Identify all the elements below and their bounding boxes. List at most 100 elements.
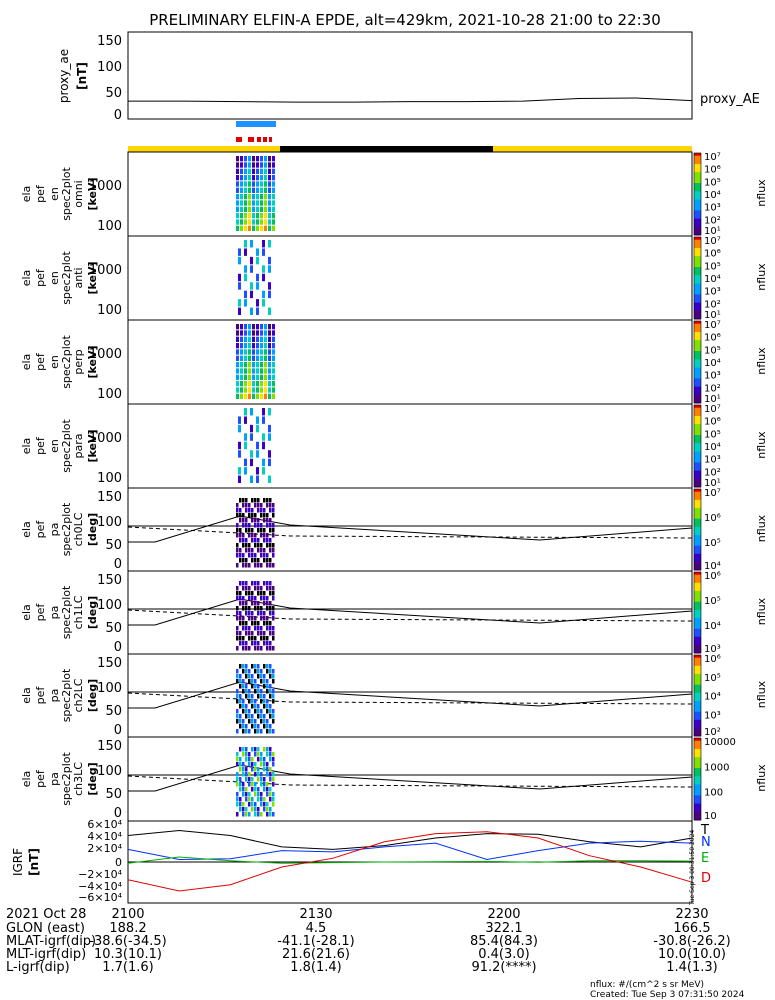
spectrogram-cell — [250, 282, 253, 290]
sunlight-bar — [493, 146, 692, 152]
pa-spectrogram-cell — [242, 684, 245, 689]
spectrogram-cell — [252, 213, 255, 219]
spectrogram-cell — [240, 168, 243, 174]
pa-spectrogram-cell — [251, 518, 254, 523]
spectrogram-cell — [236, 343, 239, 349]
pa-spectrogram-cell — [260, 523, 263, 528]
pa-spectrogram-cell — [245, 777, 248, 782]
pa-spectrogram-cell — [263, 601, 266, 606]
pa-spectrogram-cell — [263, 528, 266, 533]
pa-spectrogram-cell — [251, 787, 254, 792]
spectrogram-cell — [240, 181, 243, 187]
pa-spectrogram-cell — [254, 724, 257, 729]
spectrogram-cell — [256, 194, 259, 200]
energy-tick: 100 — [97, 471, 122, 486]
colorbar-tick: 10³ — [704, 203, 721, 214]
pa-spectrogram-cell — [248, 679, 251, 684]
spectrogram-cell — [272, 156, 275, 162]
pa-spectrogram-cell — [242, 664, 245, 669]
pa-spectrogram-cell — [272, 782, 275, 787]
spectrogram-cell — [272, 206, 275, 212]
panel-ylabel: ela — [20, 521, 33, 538]
pa-tick: 100 — [97, 764, 122, 779]
spectrogram-cell — [272, 355, 275, 361]
spectrogram-cell — [248, 343, 251, 349]
pa-spectrogram-cell — [254, 558, 257, 563]
pa-spectrogram-cell — [263, 641, 266, 646]
pa-spectrogram-cell — [266, 679, 269, 684]
spectrogram-cell — [250, 450, 253, 458]
pa-spectrogram-cell — [248, 543, 251, 548]
pa-spectrogram-cell — [236, 606, 239, 611]
spectrogram-cell — [244, 467, 247, 475]
pa-spectrogram-cell — [266, 543, 269, 548]
pa-spectrogram-cell — [263, 621, 266, 626]
pa-spectrogram-cell — [272, 757, 275, 762]
spectrogram-cell — [264, 362, 267, 368]
pa-spectrogram-cell — [245, 601, 248, 606]
pa-spectrogram-cell — [242, 533, 245, 538]
panel-ylabel: [keV] — [86, 345, 99, 378]
colorbar-tick: 10⁶ — [704, 249, 721, 260]
spectrogram-cell — [264, 324, 267, 330]
time-tick: 2200 — [487, 907, 520, 922]
pitch-angle-spectrogram-panel: ela pef pa spec2plot ch3LC [deg] 150 100 50 0 — [20, 736, 693, 822]
pa-spectrogram-cell — [245, 631, 248, 636]
pa-spectrogram-cell — [254, 563, 257, 568]
spectrogram-cell — [252, 200, 255, 206]
pa-spectrogram-cell — [245, 543, 248, 548]
spectrogram-cell — [256, 187, 259, 193]
pa-spectrogram-cell — [260, 699, 263, 704]
spectrogram-cell — [236, 200, 239, 206]
pa-spectrogram-cell — [266, 523, 269, 528]
spectrogram-cell — [236, 362, 239, 368]
spectrogram-cell — [248, 181, 251, 187]
pa-spectrogram-cell — [263, 679, 266, 684]
spectrogram-cell — [236, 374, 239, 380]
energy-tick: 100 — [97, 219, 122, 234]
spectrogram-cell — [260, 330, 263, 336]
pa-spectrogram-cell — [251, 641, 254, 646]
pa-spectrogram-cell — [257, 772, 260, 777]
spectrogram-cell — [252, 156, 255, 162]
spectrogram-cell — [260, 200, 263, 206]
pa-spectrogram-cell — [248, 646, 251, 651]
pa-spectrogram-cell — [257, 669, 260, 674]
pa-spectrogram-cell — [269, 503, 272, 508]
pa-spectrogram-cell — [248, 719, 251, 724]
pa-spectrogram-cell — [254, 601, 257, 606]
pa-spectrogram-cell — [251, 762, 254, 767]
panel-ylabel: pa — [48, 523, 61, 537]
panel-ylabel: spec2plot — [60, 335, 73, 389]
orbit-value: 10.3(10.1) — [94, 947, 162, 962]
igrf-legend-e: E — [701, 851, 709, 866]
spectrogram-cell — [240, 156, 243, 162]
pa-spectrogram-cell — [242, 513, 245, 518]
pa-spectrogram-cell — [251, 508, 254, 513]
colorbar-tick: 10⁵ — [704, 177, 721, 188]
pa-spectrogram-cell — [269, 646, 272, 651]
pa-spectrogram-cell — [236, 762, 239, 767]
spectrogram-cell — [250, 240, 253, 248]
spectrogram-cell — [236, 175, 239, 181]
spectrogram-cell — [236, 162, 239, 168]
pa-spectrogram-cell — [257, 714, 260, 719]
pa-spectrogram-cell — [260, 802, 263, 807]
spectrogram-cell — [238, 256, 241, 265]
panel-ylabel: [keV] — [86, 177, 99, 210]
spectrogram-cell — [244, 441, 247, 450]
pa-spectrogram-cell — [245, 503, 248, 508]
pa-spectrogram-cell — [242, 523, 245, 528]
pa-spectrogram-cell — [251, 802, 254, 807]
spectrogram-cell — [268, 181, 271, 187]
spectrogram-cell — [248, 374, 251, 380]
pa-spectrogram-cell — [260, 596, 263, 601]
pa-spectrogram-cell — [236, 782, 239, 787]
spectrogram-cell — [260, 324, 263, 330]
panel-ylabel: pef — [34, 603, 47, 622]
spectrogram-cell — [264, 349, 267, 355]
spectrogram-cell — [252, 187, 255, 193]
colorbar-tick: 10⁷ — [704, 236, 721, 247]
pa-spectrogram-cell — [263, 591, 266, 596]
energy-tick: 100 — [97, 387, 122, 402]
